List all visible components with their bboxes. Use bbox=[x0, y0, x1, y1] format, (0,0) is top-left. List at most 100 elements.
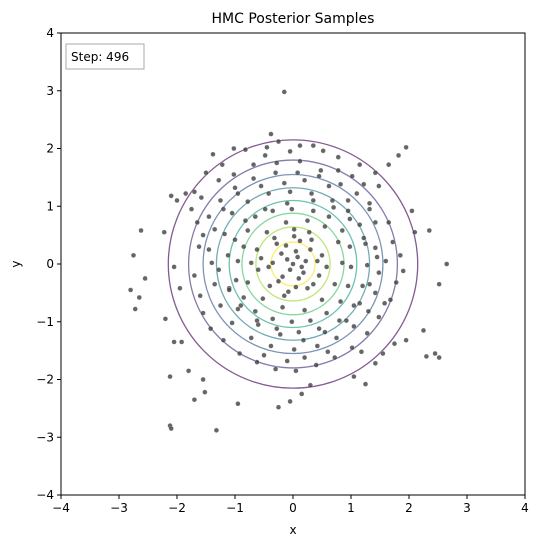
sample-point bbox=[361, 235, 367, 241]
sample-point bbox=[138, 227, 144, 234]
sample-point bbox=[270, 316, 276, 322]
sample-point bbox=[302, 307, 308, 313]
sample-point bbox=[383, 258, 389, 264]
sample-point bbox=[362, 381, 369, 387]
sample-point bbox=[314, 258, 320, 264]
sample-point bbox=[162, 316, 169, 322]
sample-point bbox=[242, 218, 249, 224]
sample-point bbox=[326, 183, 332, 189]
points-group bbox=[128, 89, 450, 433]
sample-point bbox=[289, 206, 295, 212]
sample-point bbox=[275, 404, 282, 410]
x-axis-label: x bbox=[289, 523, 296, 537]
sample-point bbox=[237, 350, 243, 357]
sample-point bbox=[339, 227, 345, 234]
sample-point bbox=[372, 290, 378, 296]
sample-point bbox=[216, 267, 222, 273]
sample-point bbox=[364, 330, 370, 336]
sample-point bbox=[345, 197, 351, 204]
sample-point bbox=[444, 261, 450, 267]
sample-point bbox=[245, 227, 251, 234]
sample-point bbox=[319, 252, 325, 258]
y-tick-label: −1 bbox=[36, 315, 54, 329]
y-axis-label: y bbox=[9, 260, 23, 267]
sample-point bbox=[232, 185, 238, 191]
sample-point bbox=[316, 272, 322, 279]
sample-point bbox=[293, 248, 299, 254]
sample-point bbox=[264, 229, 270, 235]
sample-point bbox=[364, 262, 370, 268]
sample-point bbox=[291, 226, 297, 232]
sample-point bbox=[200, 376, 206, 383]
sample-point bbox=[400, 268, 406, 274]
sample-point bbox=[347, 244, 353, 250]
sample-point bbox=[310, 197, 316, 204]
sample-point bbox=[219, 162, 225, 168]
sample-point bbox=[217, 302, 224, 309]
sample-point bbox=[252, 308, 258, 314]
sample-point bbox=[235, 258, 241, 264]
x-tick-label: −2 bbox=[168, 501, 186, 515]
sample-point bbox=[324, 264, 330, 270]
sample-point bbox=[203, 170, 209, 176]
sample-point bbox=[299, 391, 305, 397]
sample-point bbox=[232, 237, 238, 243]
sample-point bbox=[333, 335, 340, 341]
sample-point bbox=[284, 358, 290, 364]
sample-point bbox=[291, 233, 297, 239]
sample-point bbox=[196, 244, 202, 250]
sample-point bbox=[212, 226, 218, 232]
sample-point bbox=[335, 154, 341, 160]
sample-point bbox=[329, 197, 336, 204]
sample-point bbox=[436, 281, 442, 287]
sample-point bbox=[300, 337, 307, 343]
sample-point bbox=[372, 360, 378, 366]
sample-point bbox=[303, 258, 309, 264]
sample-point bbox=[366, 200, 373, 206]
sample-point bbox=[235, 190, 241, 197]
sample-point bbox=[168, 193, 174, 199]
sample-point bbox=[238, 302, 244, 309]
sample-point bbox=[245, 199, 251, 205]
sample-point bbox=[194, 219, 200, 226]
sample-point bbox=[283, 219, 289, 226]
sample-point bbox=[293, 284, 299, 290]
sample-point bbox=[357, 300, 363, 306]
sample-point bbox=[277, 331, 283, 338]
sample-point bbox=[302, 354, 308, 361]
sample-point bbox=[262, 206, 268, 212]
sample-point bbox=[132, 306, 138, 312]
sample-point bbox=[177, 285, 183, 291]
sample-point bbox=[268, 343, 274, 349]
sample-point bbox=[376, 314, 382, 320]
y-tick-label: 1 bbox=[46, 199, 54, 213]
y-tick-label: 3 bbox=[46, 84, 54, 98]
sample-point bbox=[313, 362, 319, 368]
sample-point bbox=[281, 293, 287, 299]
sample-point bbox=[241, 294, 247, 301]
sample-point bbox=[235, 401, 241, 407]
y-tick-label: 0 bbox=[46, 257, 54, 271]
sample-point bbox=[262, 152, 268, 159]
sample-point bbox=[179, 339, 185, 345]
sample-point bbox=[191, 189, 198, 195]
sample-point bbox=[366, 206, 373, 212]
sample-point bbox=[252, 214, 258, 220]
sample-point bbox=[326, 214, 332, 220]
sample-point bbox=[287, 398, 293, 405]
sample-point bbox=[200, 310, 206, 316]
sample-point bbox=[213, 427, 220, 433]
sample-point bbox=[281, 180, 287, 186]
x-axis: −4 −3 −2 −1 0 1 2 3 4 bbox=[52, 495, 529, 515]
sample-point bbox=[296, 329, 302, 335]
sample-point bbox=[231, 171, 237, 178]
sample-point bbox=[314, 343, 320, 349]
sample-point bbox=[337, 181, 344, 187]
y-tick-label: −3 bbox=[36, 430, 54, 444]
sample-point bbox=[191, 272, 198, 279]
sample-point bbox=[208, 326, 214, 332]
sample-point bbox=[273, 170, 279, 176]
sample-point bbox=[366, 281, 373, 287]
